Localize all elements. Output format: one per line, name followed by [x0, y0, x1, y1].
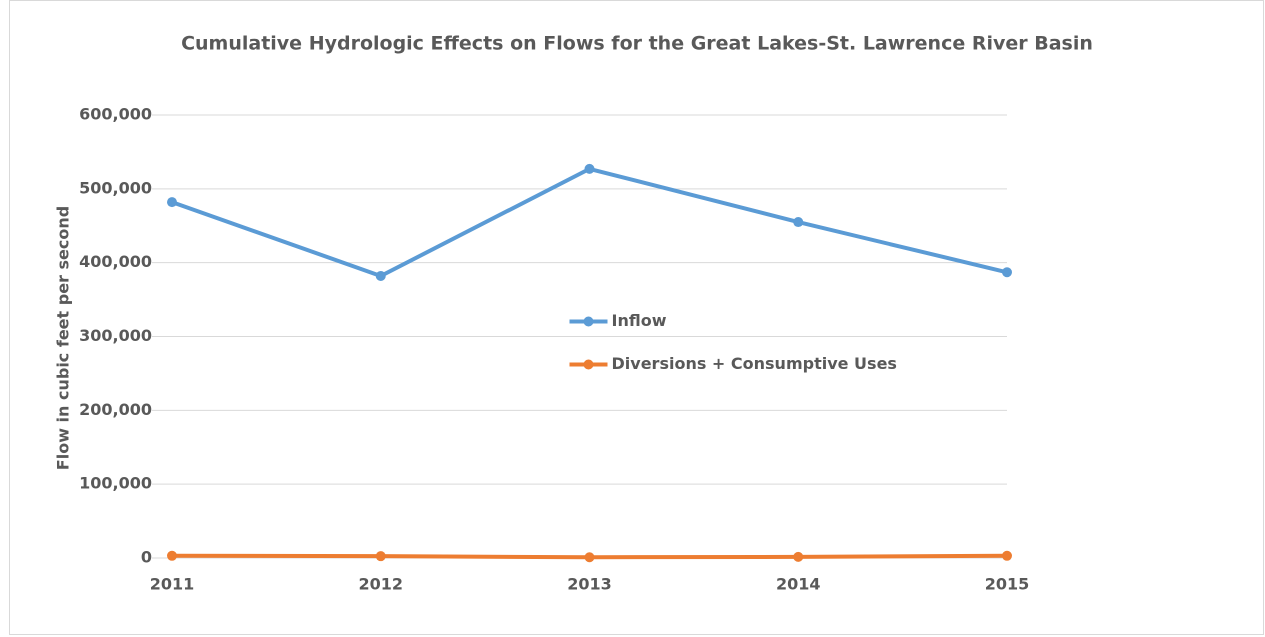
data-point — [793, 551, 804, 562]
data-point — [375, 270, 386, 281]
data-point — [584, 163, 595, 174]
y-tick-label: 400,000 — [79, 252, 152, 271]
y-axis-label: Flow in cubic feet per second — [54, 206, 73, 470]
data-point — [375, 551, 386, 562]
data-point — [1002, 550, 1012, 561]
legend-marker — [583, 316, 594, 327]
legend-marker — [583, 359, 594, 370]
x-tick-label: 2014 — [776, 575, 821, 594]
x-tick-label: 2011 — [150, 575, 195, 594]
data-point — [1002, 267, 1012, 278]
data-point — [167, 197, 177, 208]
legend-label: Inflow — [612, 311, 667, 330]
legend-label: Diversions + Consumptive Uses — [612, 354, 897, 373]
y-tick-label: 300,000 — [79, 326, 152, 345]
y-tick-label: 500,000 — [79, 178, 152, 197]
data-point — [167, 550, 177, 561]
x-tick-label: 2015 — [985, 575, 1030, 594]
x-tick-label: 2012 — [358, 575, 403, 594]
data-point — [584, 552, 595, 563]
chart-border — [9, 0, 1264, 635]
y-tick-label: 200,000 — [79, 400, 152, 419]
y-tick-label: 100,000 — [79, 474, 152, 493]
y-tick-label: 600,000 — [79, 105, 152, 124]
y-tick-label: 0 — [141, 548, 152, 567]
chart-title: Cumulative Hydrologic Effects on Flows f… — [181, 33, 1093, 55]
data-point — [793, 217, 804, 228]
x-tick-label: 2013 — [567, 575, 612, 594]
